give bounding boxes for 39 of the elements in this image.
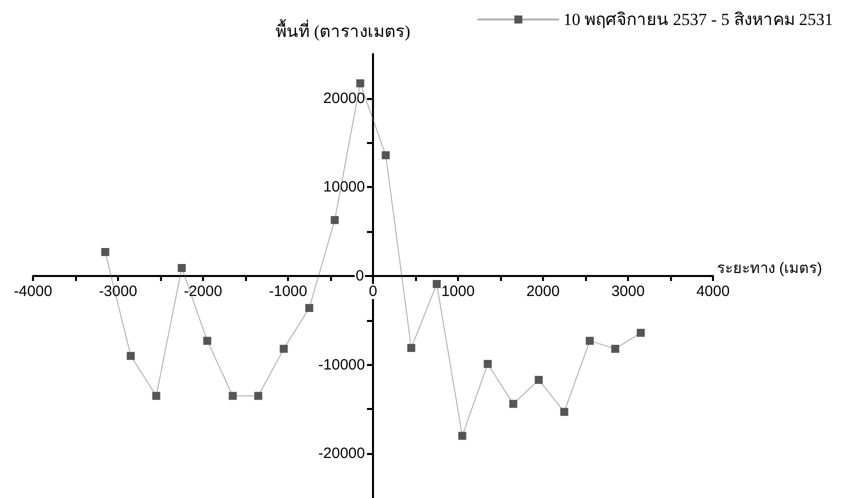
point (458, 432, 466, 440)
point (407, 344, 416, 352)
point (152, 392, 160, 400)
x-tick-label: -3000 (98, 283, 138, 300)
point (636, 328, 645, 337)
point (509, 400, 518, 408)
point (178, 264, 186, 272)
y-tick-label: 10000 (323, 178, 365, 196)
point (382, 151, 390, 160)
point (356, 79, 364, 88)
point (586, 336, 594, 345)
point (432, 280, 441, 288)
x-tick-label: 2000 (526, 283, 560, 300)
y-tick-label: -10000 (318, 356, 365, 374)
y-tick-label: -20000 (318, 445, 365, 462)
point (101, 248, 110, 256)
point (228, 392, 237, 400)
point (126, 352, 135, 360)
point (203, 336, 212, 345)
point (280, 344, 288, 353)
x-tick-label: 4000 (696, 283, 730, 300)
x-axis-title: ระยะทาง (เมตร) (717, 260, 822, 277)
legend-label: 10 พฤศจิกายน 2537 - 5 สิงหาคม 2531 (563, 10, 834, 29)
x-tick-label: 1000 (441, 283, 475, 300)
point (484, 360, 492, 368)
point (254, 392, 262, 400)
y-tick-label: 20000 (323, 90, 365, 107)
x-tick-label: -4000 (14, 283, 52, 300)
x-tick-label: 0 (368, 283, 378, 300)
y-tick-label: 0 (356, 268, 364, 284)
point (330, 216, 339, 224)
x-tick-label: -1000 (268, 283, 308, 300)
point (305, 304, 314, 312)
x-tick-label: 3000 (611, 283, 645, 300)
x-tick-label: -2000 (184, 283, 222, 300)
y-axis-title: พื้นที่ (ตารางเมตร) (276, 19, 410, 41)
point (611, 344, 620, 353)
point (534, 376, 543, 384)
point (560, 408, 568, 416)
